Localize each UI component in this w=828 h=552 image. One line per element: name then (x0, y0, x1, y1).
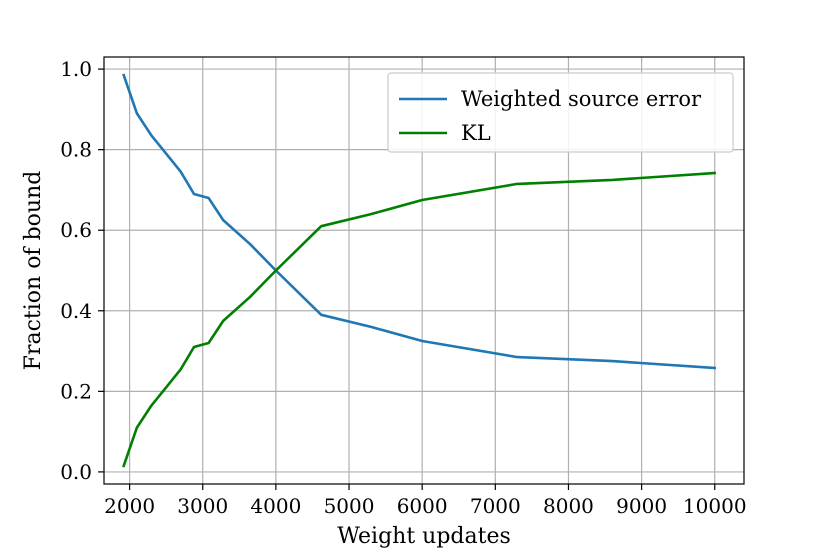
x-tick-label: 4000 (250, 494, 301, 518)
series-layer (122, 73, 717, 468)
y-tick-label: 0.6 (60, 218, 92, 242)
x-tick-label: 6000 (397, 494, 448, 518)
x-tick-label: 2000 (104, 494, 155, 518)
x-axis-label: Weight updates (337, 524, 511, 549)
legend-box (387, 72, 734, 153)
x-tick-label: 8000 (543, 494, 594, 518)
series-line-weighted-source-error (122, 73, 717, 370)
legend-label-kl: KL (461, 121, 491, 145)
x-tick-label: 5000 (324, 494, 375, 518)
y-tick-label: 0.2 (60, 379, 92, 403)
x-tick-label: 9000 (616, 494, 667, 518)
x-tick-label: 7000 (470, 494, 521, 518)
y-tick-label: 0.4 (60, 299, 92, 323)
ticks-layer: 2000 3000 4000 5000 6000 7000 8000 9000 10000 0.0… (60, 57, 746, 518)
legend: Weighted source error KL (387, 72, 734, 153)
plot-frame (103, 56, 745, 485)
series-line-kl (122, 171, 717, 468)
y-tick-label: 0.0 (60, 460, 92, 484)
y-tick-label: 0.8 (60, 138, 92, 162)
x-tick-label: 10000 (683, 494, 747, 518)
y-tick-label: 1.0 (60, 57, 92, 81)
legend-label-weighted-source-error: Weighted source error (461, 87, 702, 111)
x-tick-label: 3000 (177, 494, 228, 518)
y-axis-label: Fraction of bound (21, 171, 46, 371)
